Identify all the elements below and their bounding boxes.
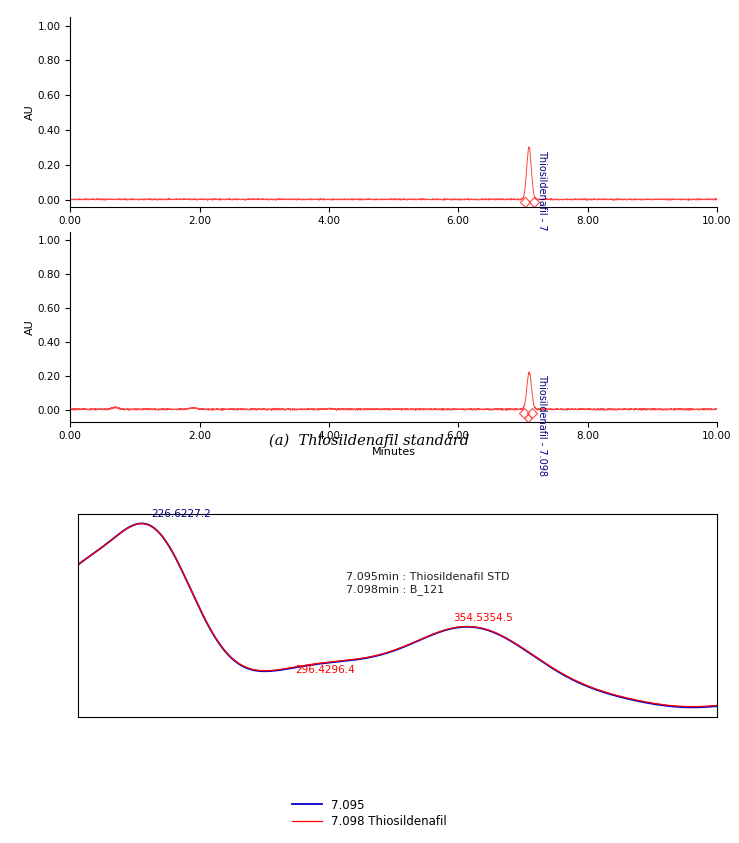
Text: 296.4296.4: 296.4296.4 <box>295 665 355 675</box>
Legend: 7.095, 7.098 Thiosildenafil: 7.095, 7.098 Thiosildenafil <box>287 794 452 833</box>
Text: 226.6227.2: 226.6227.2 <box>151 509 211 519</box>
Text: 354.5354.5: 354.5354.5 <box>454 613 513 622</box>
Y-axis label: AU: AU <box>24 104 35 120</box>
Text: (a)  Thiosildenafil standard: (a) Thiosildenafil standard <box>270 433 469 448</box>
Text: 7.095min : Thiosildenafil STD
7.098min : B_121: 7.095min : Thiosildenafil STD 7.098min :… <box>346 572 510 594</box>
Text: Thiosildenafil - 7.095: Thiosildenafil - 7.095 <box>537 150 547 252</box>
X-axis label: Minutes: Minutes <box>372 232 415 242</box>
Text: Thiosildenafil - 7.098: Thiosildenafil - 7.098 <box>537 374 547 476</box>
Y-axis label: AU: AU <box>24 319 35 335</box>
X-axis label: Minutes: Minutes <box>372 447 415 457</box>
